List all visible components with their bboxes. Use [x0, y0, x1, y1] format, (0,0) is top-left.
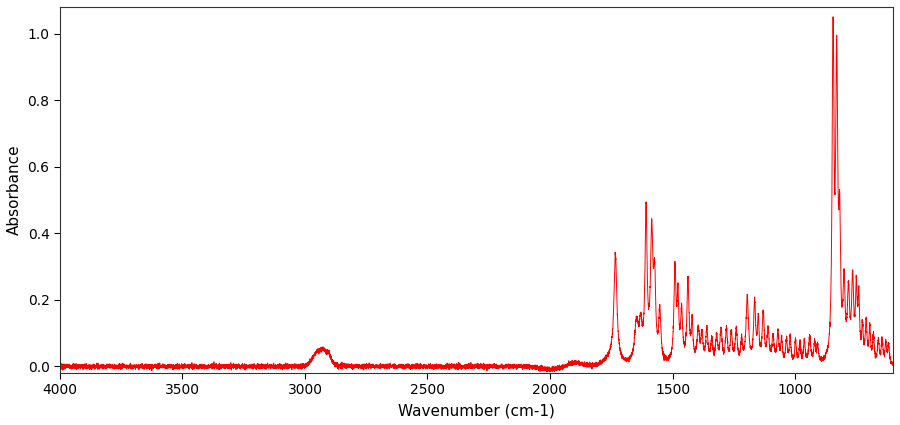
X-axis label: Wavenumber (cm-1): Wavenumber (cm-1) — [398, 403, 555, 418]
Y-axis label: Absorbance: Absorbance — [7, 144, 22, 235]
